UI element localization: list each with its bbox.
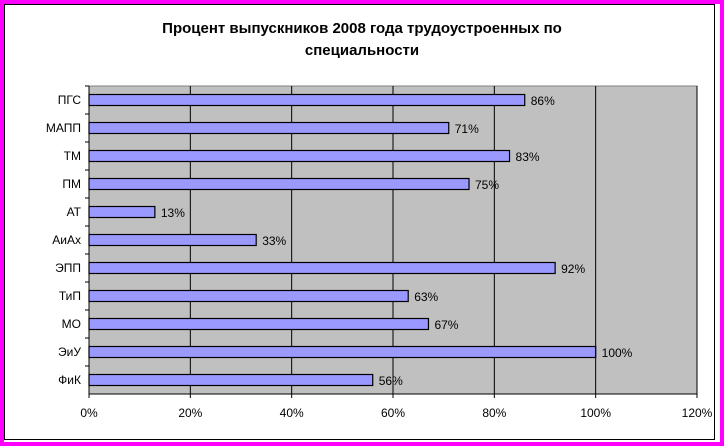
category-label-5: АиАх [52, 233, 81, 247]
value-label-4: 13% [161, 206, 185, 220]
value-label-5: 33% [262, 234, 286, 248]
bar-6 [88, 261, 556, 275]
bar-3 [88, 177, 470, 191]
x-tick-label-5: 100% [580, 406, 611, 420]
bar-7 [88, 289, 409, 303]
bar-2 [88, 149, 511, 163]
category-label-9: ЭиУ [58, 345, 81, 359]
bar-0 [88, 93, 526, 107]
category-label-7: ТиП [59, 289, 81, 303]
x-tick-label-2: 40% [280, 406, 304, 420]
value-label-0: 86% [531, 94, 555, 108]
chart-title: Процент выпускников 2008 года трудоустро… [0, 18, 724, 62]
category-label-3: ПМ [62, 177, 81, 191]
value-label-1: 71% [455, 122, 479, 136]
category-label-1: МАПП [46, 121, 81, 135]
value-label-7: 63% [414, 290, 438, 304]
category-label-2: ТМ [64, 149, 81, 163]
value-label-6: 92% [561, 262, 585, 276]
category-label-4: АТ [67, 205, 82, 219]
x-tick-label-4: 80% [482, 406, 506, 420]
category-label-10: ФиК [58, 373, 81, 387]
x-tick-label-6: 120% [682, 406, 713, 420]
chart-title-line-2: специальности [304, 42, 420, 59]
value-label-2: 83% [516, 150, 540, 164]
bar-5 [88, 233, 257, 247]
value-label-8: 67% [434, 318, 458, 332]
bar-9 [88, 345, 597, 359]
value-label-10: 56% [379, 374, 403, 388]
bar-8 [88, 317, 430, 331]
x-tick-label-1: 20% [178, 406, 202, 420]
value-label-3: 75% [475, 178, 499, 192]
bar-1 [88, 121, 450, 135]
category-label-6: ЭПП [55, 261, 81, 275]
value-label-9: 100% [602, 346, 633, 360]
bar-10 [88, 373, 374, 387]
category-label-8: МО [62, 317, 81, 331]
bar-4 [88, 205, 156, 219]
x-tick-label-3: 60% [381, 406, 405, 420]
x-tick-label-0: 0% [80, 406, 98, 420]
category-label-0: ПГС [58, 93, 82, 107]
chart-title-line-1: Процент выпускников 2008 года трудоустро… [162, 20, 562, 37]
